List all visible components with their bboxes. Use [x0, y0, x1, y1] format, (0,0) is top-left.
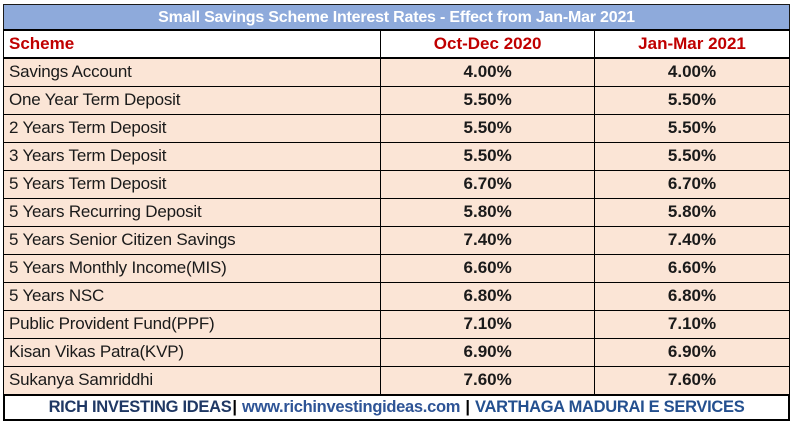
rates-sheet: Small Savings Scheme Interest Rates - Ef…	[2, 4, 790, 421]
scheme-name: Kisan Vikas Patra(KVP)	[2, 337, 382, 367]
column-header-jan-mar-2021: Jan-Mar 2021	[594, 29, 790, 59]
scheme-name: 2 Years Term Deposit	[2, 113, 382, 143]
rate-oct-dec: 7.40%	[380, 225, 596, 255]
footer-partner: VARTHAGA MADURAI E SERVICES	[475, 397, 745, 416]
scheme-name: 5 Years Senior Citizen Savings	[2, 225, 382, 255]
rate-oct-dec: 6.80%	[380, 281, 596, 311]
rate-oct-dec: 5.50%	[380, 85, 596, 115]
scheme-name: 5 Years NSC	[2, 281, 382, 311]
scheme-name: One Year Term Deposit	[2, 85, 382, 115]
scheme-name: Savings Account	[2, 57, 382, 87]
table-row: 3 Years Term Deposit 5.50% 5.50%	[2, 141, 790, 171]
footer-website: www.richinvestingideas.com	[242, 397, 461, 416]
footer-separator: |	[465, 397, 470, 416]
table-row: Kisan Vikas Patra(KVP) 6.90% 6.90%	[2, 337, 790, 367]
rate-jan-mar: 7.40%	[594, 225, 790, 255]
rate-oct-dec: 7.10%	[380, 309, 596, 339]
scheme-name: 5 Years Term Deposit	[2, 169, 382, 199]
rate-jan-mar: 7.60%	[594, 365, 790, 395]
table-row: 5 Years Recurring Deposit 5.80% 5.80%	[2, 197, 790, 227]
table-row: 5 Years Senior Citizen Savings 7.40% 7.4…	[2, 225, 790, 255]
rate-oct-dec: 7.60%	[380, 365, 596, 395]
rate-jan-mar: 5.50%	[594, 85, 790, 115]
rate-oct-dec: 5.50%	[380, 113, 596, 143]
rate-oct-dec: 5.80%	[380, 197, 596, 227]
footer-brand: RICH INVESTING IDEAS	[48, 397, 232, 416]
scheme-name: 3 Years Term Deposit	[2, 141, 382, 171]
rate-oct-dec: 6.60%	[380, 253, 596, 283]
table-row: 5 Years Term Deposit 6.70% 6.70%	[2, 169, 790, 199]
table-row: 5 Years NSC 6.80% 6.80%	[2, 281, 790, 311]
rate-oct-dec: 5.50%	[380, 141, 596, 171]
rate-jan-mar: 5.50%	[594, 113, 790, 143]
table-row: Public Provident Fund(PPF) 7.10% 7.10%	[2, 309, 790, 339]
header-row: Scheme Oct-Dec 2020 Jan-Mar 2021	[2, 29, 790, 59]
scheme-name: Sukanya Samriddhi	[2, 365, 382, 395]
table-title: Small Savings Scheme Interest Rates - Ef…	[3, 4, 790, 29]
table-row: 5 Years Monthly Income(MIS) 6.60% 6.60%	[2, 253, 790, 283]
column-header-oct-dec-2020: Oct-Dec 2020	[380, 29, 596, 59]
rate-oct-dec: 4.00%	[380, 57, 596, 87]
table-row: Savings Account 4.00% 4.00%	[2, 57, 790, 87]
rate-oct-dec: 6.70%	[380, 169, 596, 199]
rate-jan-mar: 6.60%	[594, 253, 790, 283]
rate-jan-mar: 4.00%	[594, 57, 790, 87]
rate-jan-mar: 6.70%	[594, 169, 790, 199]
rate-jan-mar: 7.10%	[594, 309, 790, 339]
table-row: Sukanya Samriddhi 7.60% 7.60%	[2, 365, 790, 395]
rate-jan-mar: 6.80%	[594, 281, 790, 311]
table-row: 2 Years Term Deposit 5.50% 5.50%	[2, 113, 790, 143]
rate-jan-mar: 5.50%	[594, 141, 790, 171]
footer-separator: |	[232, 397, 237, 416]
table-row: One Year Term Deposit 5.50% 5.50%	[2, 85, 790, 115]
scheme-name: Public Provident Fund(PPF)	[2, 309, 382, 339]
column-header-scheme: Scheme	[2, 29, 382, 59]
footer-bar: RICH INVESTING IDEAS| www.richinvestingi…	[3, 394, 790, 421]
rate-oct-dec: 6.90%	[380, 337, 596, 367]
scheme-name: 5 Years Recurring Deposit	[2, 197, 382, 227]
interest-rates-table: Scheme Oct-Dec 2020 Jan-Mar 2021 Savings…	[2, 29, 790, 395]
rate-jan-mar: 6.90%	[594, 337, 790, 367]
rate-jan-mar: 5.80%	[594, 197, 790, 227]
scheme-name: 5 Years Monthly Income(MIS)	[2, 253, 382, 283]
